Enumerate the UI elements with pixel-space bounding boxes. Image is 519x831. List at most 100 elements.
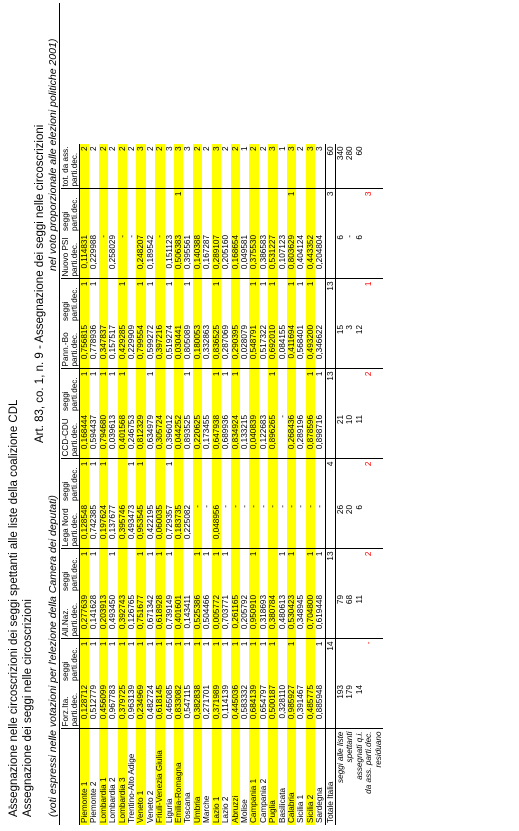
decimal-cell: 0,380784 [268, 593, 278, 639]
seat-cell: 1 [98, 459, 109, 503]
decimal-cell: 0,084155 [277, 323, 287, 369]
seat-cell: 1 [268, 639, 278, 683]
seat-cell [278, 369, 287, 413]
decimal-cell: 0,289107 [211, 233, 222, 279]
decimal-cell: 0,229909 [127, 323, 137, 369]
decimal-cell: 0,157517 [108, 323, 118, 369]
decimal-cell: 0,180053 [192, 323, 203, 369]
seat-cell: 1 [211, 279, 222, 323]
decimal-cell: 0,836525 [211, 323, 222, 369]
seat-cell: 1 [183, 641, 193, 647]
seat-cell [183, 549, 192, 593]
total-cell: 2 [79, 144, 90, 189]
decimal-cell: 0,445036 [230, 683, 240, 729]
seat-cell [240, 189, 249, 233]
decimal-cell: 0,411694 [286, 323, 297, 369]
region-name: Lazio 2 [221, 796, 231, 823]
footer-label: spettanti [345, 731, 355, 763]
seat-cell [278, 189, 287, 233]
footer-value [335, 639, 345, 683]
region-name: Basilicata [277, 787, 287, 823]
decimal-cell: 0,456099 [98, 683, 109, 729]
seat-cell [174, 549, 184, 593]
decimal-cell: 0,395561 [183, 233, 193, 279]
seat-cell [155, 279, 165, 323]
decimal-cell: 0,382838 [192, 683, 203, 729]
footer-value: 20 [345, 503, 355, 549]
table-row: Lombardia 3 0,379725 1 0,392743 0,395746 0,40… [117, 144, 128, 825]
decimal-cell: 0,583332 [239, 683, 250, 729]
seat-cell: 1 [127, 641, 137, 647]
total-value [325, 233, 336, 279]
seat-cell: 1 [211, 639, 222, 683]
seat-cell [127, 549, 136, 593]
seat-cell: 1 [305, 369, 316, 413]
region-name: Trentino-Alto Adige [127, 753, 137, 823]
seat-cell [165, 189, 174, 233]
seat-cell [305, 459, 316, 503]
header-parti-dec-seats: parti.dec. [70, 459, 80, 503]
seat-cell [268, 189, 278, 233]
decimal-cell: 0,379725 [117, 683, 128, 729]
title-line-2: Assegnazione dei seggi nelle circoscrizi… [22, 599, 34, 817]
table-row: Umbria 0,382838 1 0,525386 1-0,220625 0,18005… [192, 144, 203, 825]
footer-value [374, 549, 383, 593]
decimal-cell: 0,950910 [249, 593, 259, 639]
decimal-cell: 0,141628 [89, 593, 99, 639]
seat-cell [278, 459, 287, 503]
total-cell: 3 [183, 144, 193, 189]
header-seggi: seggi [61, 481, 70, 501]
seat-cell [249, 189, 259, 233]
decimal-cell: 0,128548 [79, 503, 90, 549]
footer-row: spettanti 179 68 20 10 3 - 280 [345, 144, 355, 825]
decimal-cell: 0,395746 [117, 503, 128, 549]
decimal-cell: 0,953545 [136, 503, 146, 549]
decimal-cell: 0,107123 [277, 233, 287, 279]
seat-cell [192, 459, 203, 503]
seat-cell [183, 459, 192, 503]
decimal-cell: 0,225082 [183, 503, 193, 549]
decimal-cell: 0,168654 [230, 233, 240, 279]
decimal-cell: 0,531227 [268, 233, 278, 279]
seat-cell: 1 [192, 639, 203, 683]
footer-value [364, 413, 374, 459]
footer-value [335, 189, 345, 233]
seat-cell: 1 [164, 461, 174, 467]
total-cell: 2 [202, 144, 212, 189]
seat-cell: 1 [164, 641, 174, 647]
seat-cell: 1 [136, 279, 146, 323]
footer-value [373, 413, 383, 459]
decimal-cell: 0,654797 [258, 683, 269, 729]
decimal-cell: 0,703771 [221, 593, 231, 639]
header-row-groups: Forz.Ita. seggi All.Naz. seggi Lega Nord segg… [61, 144, 70, 825]
decimal-cell: 0,647938 [211, 413, 222, 459]
footer-value [355, 369, 364, 413]
seat-cell [202, 459, 211, 503]
seat-cell: 1 [315, 371, 325, 377]
seat-cell: 1 [249, 279, 259, 323]
header-parti-dec-seats: parti.dec. [70, 639, 80, 683]
footer-label: da ass. parti.dec. [364, 731, 374, 794]
footer-value: 340 [335, 144, 346, 189]
region-name: Piemonte 2 [89, 781, 99, 823]
decimal-cell: 0,619448 [315, 593, 326, 639]
header-region [61, 729, 70, 825]
footer-value: 179 [345, 683, 355, 729]
header-parti-dec: parti.dec. [70, 233, 80, 279]
table-row: Piemonte 2 0,512779 1 0,141628 1 0,742385 1 0,5… [89, 144, 99, 825]
footer-value: - [364, 641, 374, 645]
footer-value: 1 [364, 281, 374, 287]
decimal-cell: 0,328110 [277, 683, 287, 729]
seat-cell [268, 459, 278, 503]
footer-value: 3 [364, 191, 374, 197]
decimal-cell: - [192, 503, 203, 549]
footer-value [364, 683, 374, 729]
seat-cell: 1 [136, 549, 146, 593]
seat-cell: 1 [221, 551, 231, 557]
decimal-cell: 0,271701 [202, 683, 212, 729]
total-value: 60 [325, 144, 336, 189]
seat-cell [240, 549, 249, 593]
decimal-cell: 0,729357 [164, 503, 175, 549]
seat-cell: 1 [202, 641, 212, 647]
